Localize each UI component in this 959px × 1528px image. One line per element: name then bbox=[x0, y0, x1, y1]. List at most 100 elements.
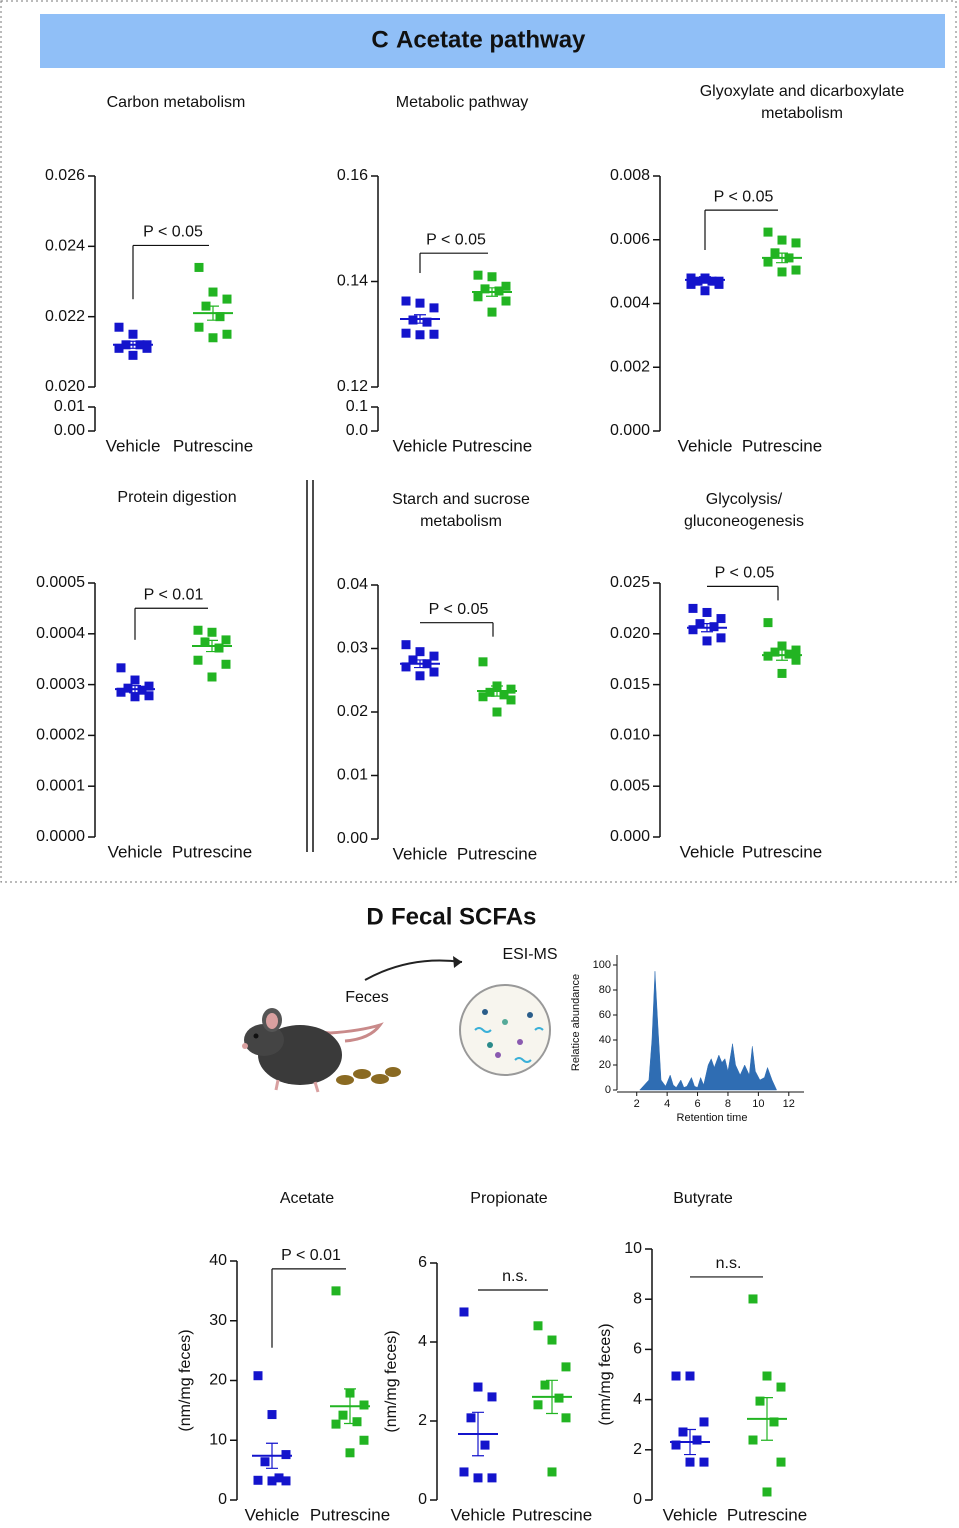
data-point bbox=[129, 351, 138, 360]
y-tick-label: 0.12 bbox=[337, 378, 368, 395]
data-point bbox=[534, 1321, 543, 1330]
mouse-eye bbox=[254, 1034, 259, 1039]
y-tick-label: 0.14 bbox=[337, 273, 368, 290]
x-tick-label: Vehicle bbox=[678, 436, 733, 455]
data-point bbox=[402, 297, 411, 306]
data-point bbox=[145, 691, 154, 700]
x-tick-label: Putrescine bbox=[742, 842, 822, 861]
y-tick-label: 0 bbox=[218, 1491, 227, 1508]
y-tick-label: 0.0001 bbox=[36, 777, 85, 794]
y-axis-label: Relatice abundance bbox=[570, 974, 582, 1071]
y-tick-label: 0.020 bbox=[610, 625, 650, 642]
y-tick-label: 0.024 bbox=[45, 238, 85, 255]
y-tick-label: 0.025 bbox=[610, 574, 650, 591]
data-point bbox=[715, 280, 724, 289]
data-point bbox=[562, 1362, 571, 1371]
data-point bbox=[222, 660, 231, 669]
y-tick-label: 0.01 bbox=[54, 398, 85, 415]
data-point bbox=[488, 1392, 497, 1401]
data-point bbox=[416, 299, 425, 308]
feces-pellet bbox=[371, 1074, 389, 1084]
data-point bbox=[360, 1400, 369, 1409]
data-point bbox=[548, 1467, 557, 1476]
data-point bbox=[282, 1476, 291, 1485]
data-point bbox=[778, 236, 787, 245]
data-point bbox=[208, 628, 217, 637]
data-point bbox=[717, 633, 726, 642]
y-tick-label: 0.0002 bbox=[36, 727, 85, 744]
y-tick-label: 0.000 bbox=[610, 828, 650, 845]
y-tick-label: 0.03 bbox=[337, 640, 368, 657]
y-axis-label: (nm/mg feces) bbox=[597, 1323, 614, 1425]
mouse-illustration: Feces ESI-MS bbox=[242, 946, 558, 1092]
data-point bbox=[402, 640, 411, 649]
y-tick-label: 0 bbox=[633, 1491, 642, 1508]
y-tick-label: 0.005 bbox=[610, 777, 650, 794]
data-point bbox=[687, 280, 696, 289]
data-point bbox=[467, 1413, 476, 1422]
section-letter: C bbox=[371, 26, 388, 53]
annotation: P < 0.05 bbox=[714, 188, 774, 205]
data-point bbox=[282, 1450, 291, 1459]
chart-title: Metabolic pathway bbox=[396, 94, 529, 111]
y-tick-label: 10 bbox=[624, 1240, 642, 1257]
x-tick-label: Vehicle bbox=[680, 842, 735, 861]
chart-title: Glyoxylate and dicarboxylate bbox=[700, 83, 905, 100]
sample-dot bbox=[502, 1019, 508, 1025]
mouse-leg bbox=[315, 1082, 318, 1092]
data-point bbox=[792, 266, 801, 275]
x-tick-label: Vehicle bbox=[393, 844, 448, 863]
y-tick-label: 10 bbox=[209, 1431, 227, 1448]
data-point bbox=[117, 663, 126, 672]
data-point bbox=[488, 1473, 497, 1482]
annotation: n.s. bbox=[502, 1268, 528, 1285]
mouse-ear-inner bbox=[266, 1013, 278, 1029]
data-point bbox=[749, 1436, 758, 1445]
y-tick-label: 2 bbox=[418, 1412, 427, 1429]
feces-pellet bbox=[353, 1069, 371, 1079]
y-tick-label: 8 bbox=[633, 1290, 642, 1307]
y-tick-label: 0.015 bbox=[610, 676, 650, 693]
y-tick-label: 0.0004 bbox=[36, 625, 85, 642]
data-point bbox=[254, 1476, 263, 1485]
area bbox=[640, 971, 777, 1090]
x-axis-label: Retention time bbox=[677, 1112, 748, 1124]
chart-title: Glycolysis/ bbox=[706, 491, 783, 508]
sample-dot bbox=[517, 1039, 523, 1045]
x-tick-label: Vehicle bbox=[106, 436, 161, 455]
x-tick-label: Putrescine bbox=[727, 1505, 807, 1524]
annotation: P < 0.01 bbox=[281, 1247, 341, 1264]
y-tick-label: 0.004 bbox=[610, 295, 650, 312]
y-tick-label: 2 bbox=[633, 1441, 642, 1458]
data-point bbox=[131, 692, 140, 701]
data-point bbox=[777, 1458, 786, 1467]
annotation: P < 0.05 bbox=[715, 565, 775, 582]
data-point bbox=[763, 1487, 772, 1496]
y-tick-label: 80 bbox=[599, 984, 611, 996]
data-point bbox=[488, 272, 497, 281]
y-tick-label: 0.000 bbox=[610, 422, 650, 439]
data-point bbox=[764, 618, 773, 627]
data-point bbox=[194, 656, 203, 665]
data-point bbox=[332, 1286, 341, 1295]
data-point bbox=[792, 656, 801, 665]
data-point bbox=[208, 672, 217, 681]
data-point bbox=[701, 286, 710, 295]
data-point bbox=[792, 238, 801, 247]
data-point bbox=[223, 330, 232, 339]
data-point bbox=[481, 1441, 490, 1450]
annotation: P < 0.01 bbox=[144, 586, 204, 603]
chart-title: metabolism bbox=[420, 513, 502, 530]
y-tick-label: 60 bbox=[599, 1009, 611, 1021]
data-point bbox=[416, 330, 425, 339]
chart-title: Starch and sucrose bbox=[392, 491, 530, 508]
data-point bbox=[254, 1371, 263, 1380]
x-tick-label: Putrescine bbox=[172, 842, 252, 861]
y-tick-label: 0.0000 bbox=[36, 828, 85, 845]
data-point bbox=[430, 330, 439, 339]
y-tick-label: 0 bbox=[418, 1491, 427, 1508]
data-point bbox=[507, 695, 516, 704]
data-point bbox=[474, 1383, 483, 1392]
y-axis-label: (nm/mg feces) bbox=[383, 1330, 400, 1432]
y-tick-label: 100 bbox=[593, 959, 611, 971]
